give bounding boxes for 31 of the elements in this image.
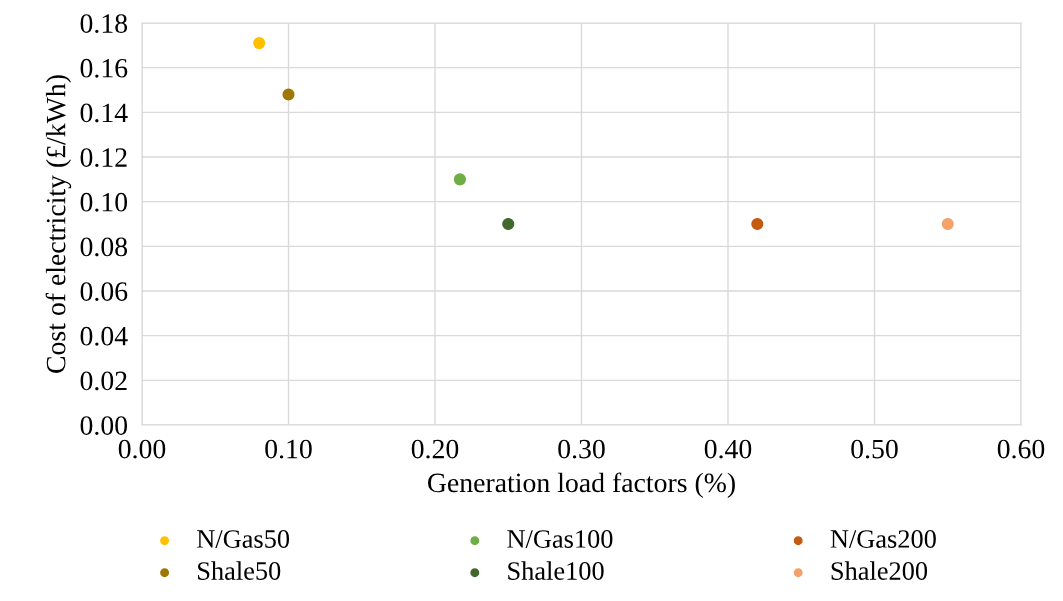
y-tick-label: 0.08 [80,237,128,257]
x-tick-label: 0.10 [265,439,312,459]
point [453,173,466,186]
x-tick-label: 0.50 [851,439,898,459]
x-tick-label: 0.00 [118,439,166,459]
y-tick-label: 0.02 [80,371,127,391]
y-tick-label: 0.16 [80,58,128,78]
x-axis-title: Generation load factors (%) [428,472,735,498]
x-tick-label: 0.30 [558,439,605,459]
legend-label: N/Gas100 [507,530,613,548]
point [502,217,515,231]
legend-label: Shale100 [508,561,604,580]
y-axis-title: Cost of electricity (£/kWh) [45,75,72,373]
point [253,37,266,50]
y-tick-label: 0.18 [80,14,128,34]
y-tick-label: 0.04 [80,326,128,346]
legend-label: Shale50 [198,561,281,580]
y-tick-label: 0.14 [80,103,128,123]
point [751,217,764,231]
point [941,217,954,231]
x-tick-label: 0.20 [411,439,459,459]
y-tick-label: 0.12 [80,148,127,168]
y-tick-label: 0.00 [80,416,128,436]
x-tick-label: 0.60 [997,439,1045,459]
legend-label: N/Gas200 [830,530,936,548]
legend-label: Shale200 [831,561,928,580]
x-tick-label: 0.40 [704,439,752,459]
point [282,88,295,101]
y-tick-label: 0.10 [80,192,128,212]
legend-label: N/Gas50 [197,530,290,548]
y-tick-label: 0.06 [80,282,128,302]
